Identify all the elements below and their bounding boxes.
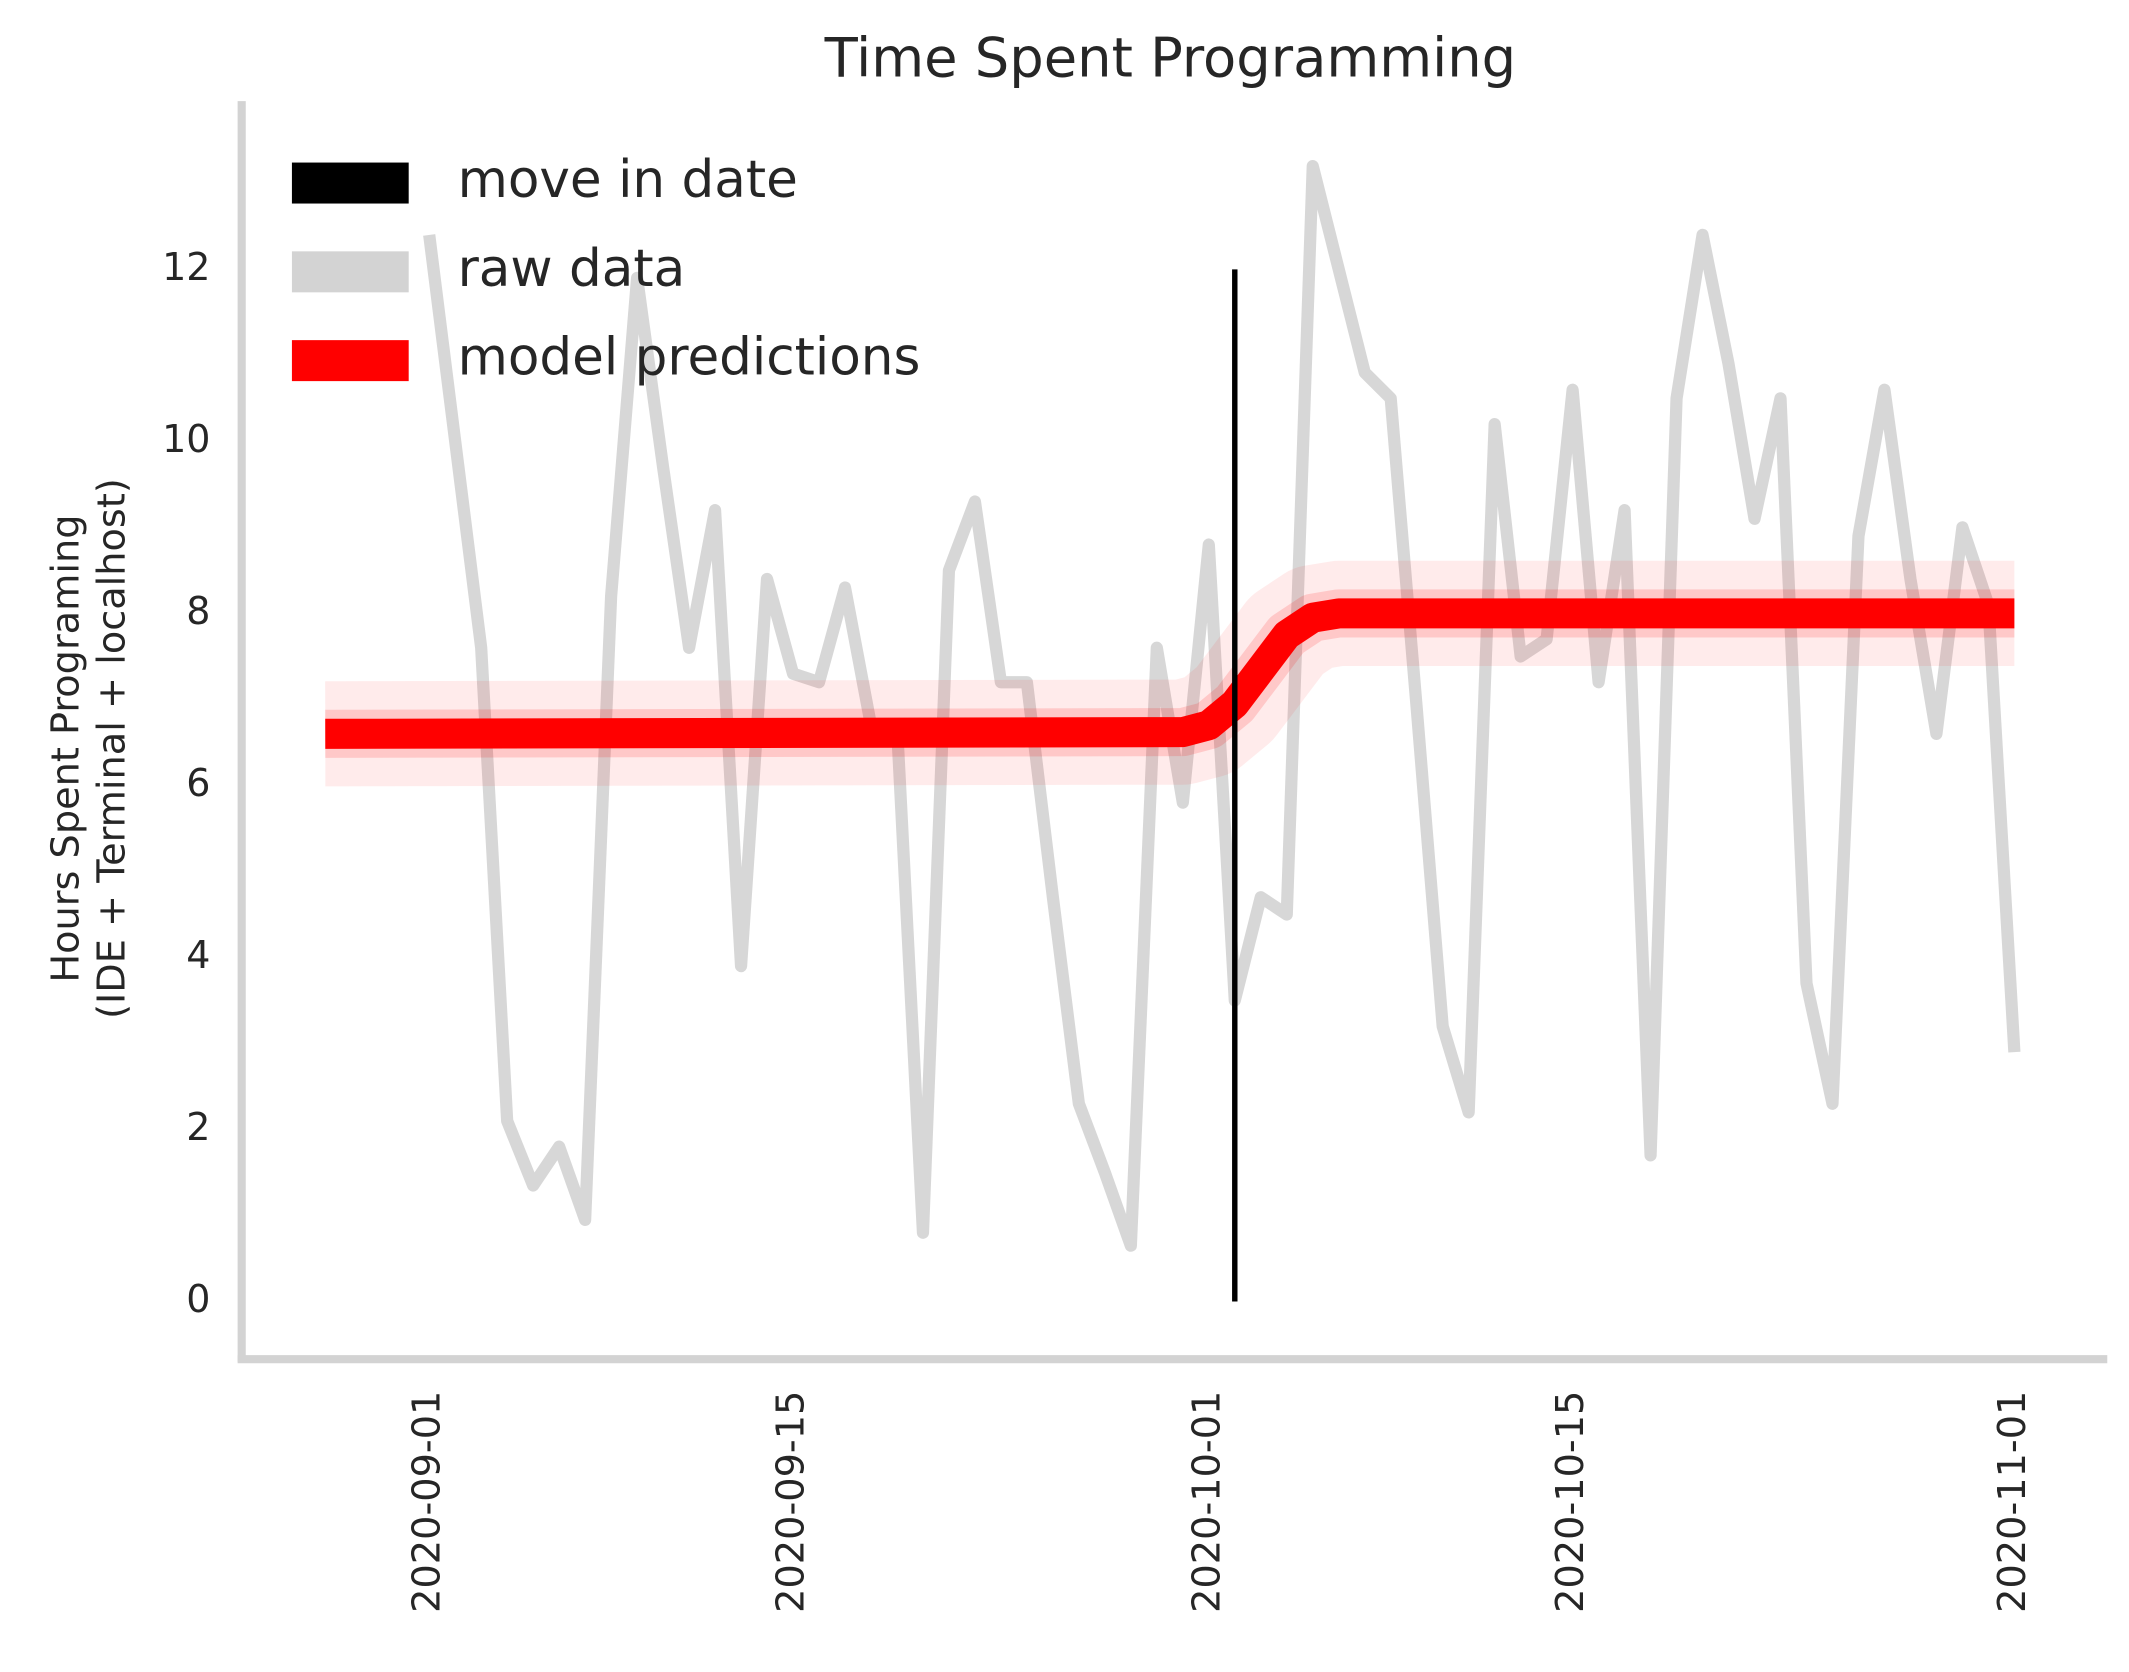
legend-swatch bbox=[291, 251, 409, 293]
y-tick-label: 8 bbox=[186, 589, 210, 633]
series-line bbox=[325, 598, 2015, 749]
y-tick-label: 2 bbox=[186, 1105, 210, 1149]
plot-area bbox=[325, 159, 2021, 1302]
x-tick-label: 2020-11-01 bbox=[1990, 1391, 2034, 1613]
legend-label: move in date bbox=[458, 150, 798, 210]
y-tick-label: 12 bbox=[162, 245, 210, 289]
prediction-band bbox=[325, 589, 2015, 758]
y-tick-label: 10 bbox=[162, 417, 210, 461]
series-line bbox=[423, 159, 2021, 1252]
y-tick-label: 4 bbox=[186, 933, 210, 977]
x-tick-label: 2020-09-15 bbox=[769, 1391, 813, 1613]
x-tick-label: 2020-10-15 bbox=[1548, 1391, 1592, 1613]
x-tick-label: 2020-09-01 bbox=[405, 1391, 449, 1613]
chart-title: Time Spent Programming bbox=[824, 26, 1516, 90]
y-axis-label: (IDE + Terminal + localhost) bbox=[90, 478, 134, 1019]
legend-label: model predictions bbox=[458, 328, 921, 388]
y-tick-label: 6 bbox=[186, 761, 210, 805]
x-tick-label: 2020-10-01 bbox=[1184, 1391, 1228, 1613]
legend-label: raw data bbox=[458, 239, 686, 299]
y-axis-label: Hours Spent Programing bbox=[43, 515, 87, 983]
y-tick-label: 0 bbox=[186, 1277, 210, 1321]
legend: move in date raw data model predictions bbox=[291, 150, 921, 388]
legend-swatch bbox=[291, 340, 409, 382]
legend-swatch bbox=[291, 162, 409, 204]
